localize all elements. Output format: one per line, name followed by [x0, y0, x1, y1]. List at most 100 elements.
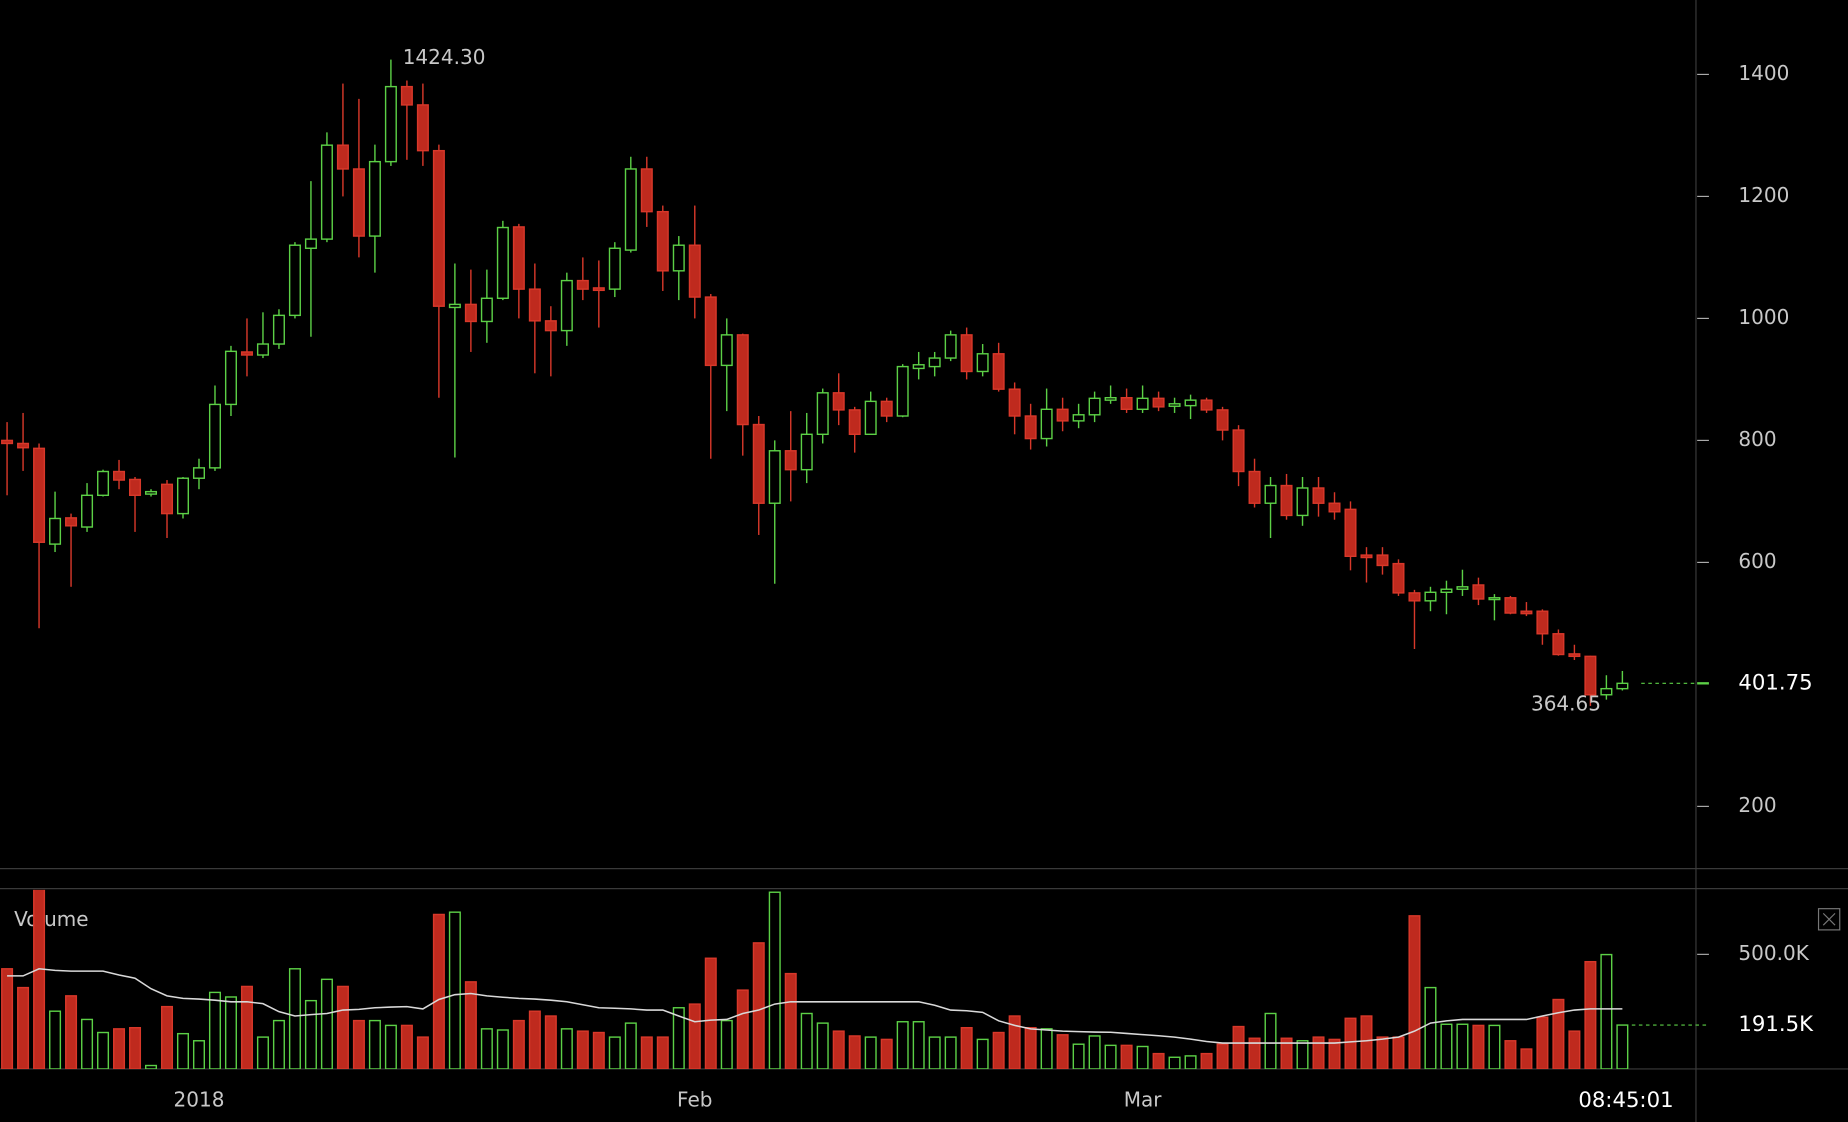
volume-bar — [208, 991, 221, 1069]
candle-body — [1168, 403, 1181, 407]
y-tick-label: 1000 — [1738, 305, 1789, 329]
volume-bar — [176, 1032, 190, 1069]
candle-body — [848, 409, 861, 436]
candle-body — [384, 85, 397, 163]
volume-bar — [528, 1010, 541, 1069]
close-box[interactable] — [1817, 908, 1841, 931]
candle-body — [33, 447, 46, 543]
candle-body — [1024, 415, 1037, 440]
y-tick-label: 600 — [1738, 549, 1776, 573]
y-tick-label: 1200 — [1738, 183, 1789, 207]
volume-bar — [1392, 1036, 1405, 1069]
candle-body — [1216, 409, 1229, 431]
close-cross[interactable] — [1822, 912, 1836, 926]
x-tick-label: 2018 — [174, 1087, 225, 1111]
volume-bar — [1008, 1015, 1021, 1069]
volume-bar — [896, 1021, 909, 1069]
volume-bar — [1168, 1056, 1181, 1069]
volume-bar — [768, 891, 781, 1069]
candle-body — [1248, 470, 1261, 504]
volume-bar — [1520, 1048, 1533, 1069]
volume-bar — [1088, 1035, 1101, 1069]
candle-body — [1152, 397, 1165, 408]
volume-bar — [432, 913, 445, 1069]
candle-body — [288, 244, 301, 317]
volume-bar — [816, 1022, 829, 1069]
candle-body — [224, 350, 237, 406]
candle-body — [160, 483, 174, 515]
candle-body — [576, 279, 589, 290]
volume-bar — [448, 911, 461, 1069]
candle-body — [1072, 414, 1085, 422]
volume-bar — [1264, 1012, 1277, 1069]
volume-bar — [992, 1031, 1005, 1069]
candle-body — [592, 287, 605, 292]
candle-body — [672, 244, 685, 272]
volume-bar — [976, 1038, 989, 1069]
candle-body — [1600, 687, 1613, 696]
volume-bar — [129, 1026, 142, 1069]
volume-bar — [656, 1036, 669, 1069]
candle-body — [1184, 399, 1197, 407]
candle-body — [320, 144, 333, 240]
volume-bar — [1040, 1028, 1053, 1069]
candle-body — [656, 210, 669, 272]
volume-bar — [1568, 1030, 1581, 1069]
volume-bar — [1024, 1026, 1037, 1069]
volume-bar — [800, 1012, 813, 1069]
candle-body — [800, 433, 813, 471]
candle-body — [1520, 610, 1533, 615]
volume-bar — [1536, 1016, 1549, 1069]
volume-bar — [1424, 986, 1437, 1069]
volume-bar — [1312, 1036, 1325, 1069]
candle-body — [97, 470, 110, 497]
volume-ma-line — [7, 968, 1623, 1044]
volume-bar — [1344, 1017, 1357, 1069]
candle-body — [272, 314, 285, 345]
volume-bar — [496, 1029, 509, 1069]
volume-bar — [736, 989, 749, 1069]
volume-bar — [1488, 1024, 1501, 1069]
candle-body — [65, 517, 78, 527]
volume-title: Volume — [14, 907, 88, 931]
candle-body — [864, 400, 877, 436]
volume-bar — [880, 1038, 893, 1069]
volume-bar — [960, 1026, 973, 1069]
volume-bar — [544, 1015, 557, 1069]
candle-body — [1552, 633, 1565, 656]
candle-body — [960, 334, 973, 373]
candle-body — [416, 104, 429, 152]
candle-body — [752, 423, 765, 504]
candle-body — [720, 334, 733, 367]
volume-bar — [97, 1031, 110, 1069]
close-button[interactable] — [1817, 908, 1841, 931]
candle-body — [176, 477, 190, 515]
volume-bar — [81, 1018, 94, 1069]
volume-bar — [352, 1019, 365, 1069]
volume-bar — [224, 996, 237, 1069]
candle-body — [992, 353, 1005, 390]
y-tick-label: 200 — [1738, 793, 1776, 817]
volume-bar — [256, 1036, 269, 1069]
clock: 08:45:01 — [1578, 1088, 1673, 1113]
candle-body — [1120, 396, 1133, 411]
volume-bar — [320, 978, 333, 1069]
candle-body — [144, 490, 158, 495]
volume-bar — [1472, 1024, 1485, 1069]
candle-body — [1280, 484, 1293, 517]
volume-bar — [624, 1022, 637, 1069]
candle-body — [624, 168, 637, 251]
candle-body — [1376, 554, 1389, 567]
candle-body — [208, 403, 221, 469]
volume-bar — [1360, 1015, 1373, 1069]
volume-bar — [1552, 998, 1565, 1069]
candle-body — [304, 238, 317, 249]
candle-body — [512, 226, 525, 290]
volume-bar — [1120, 1044, 1133, 1069]
candle-body — [544, 320, 557, 332]
x-tick-label: Feb — [677, 1087, 712, 1111]
candle-body — [704, 296, 717, 367]
candle-body — [880, 400, 893, 417]
volume-bar — [944, 1036, 957, 1069]
